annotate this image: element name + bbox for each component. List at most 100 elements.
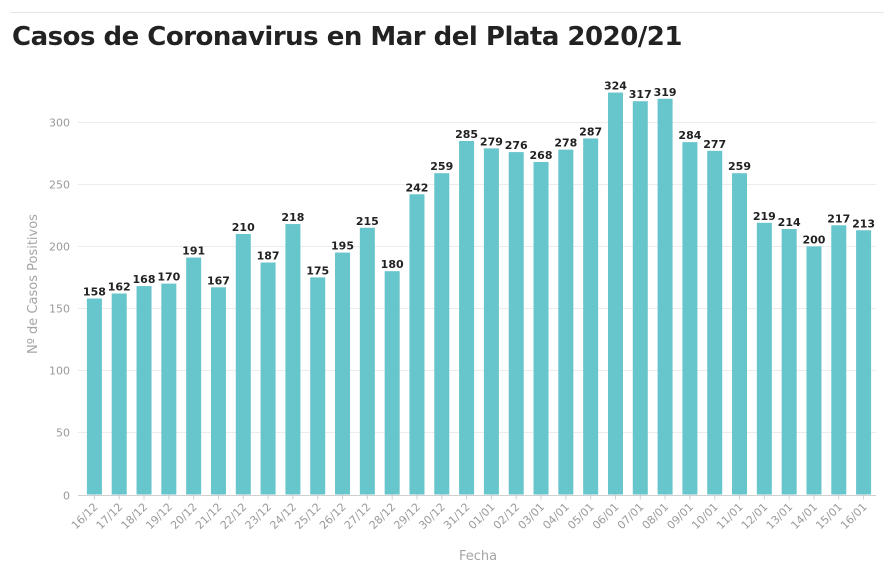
x-tick-label: 18/12 <box>119 500 151 532</box>
bar-value-label: 170 <box>157 271 180 284</box>
bar-value-label: 287 <box>579 125 602 138</box>
bar <box>210 287 226 495</box>
x-tick-label: 22/12 <box>218 500 250 532</box>
bar <box>335 252 351 495</box>
bar-value-label: 180 <box>381 258 404 271</box>
chart-title: Casos de Coronavirus en Mar del Plata 20… <box>12 22 682 52</box>
bar <box>359 227 375 495</box>
bar-value-label: 242 <box>405 181 428 194</box>
bar <box>434 173 450 495</box>
bar <box>558 149 574 495</box>
bar-value-label: 285 <box>455 128 478 141</box>
bar-value-label: 162 <box>108 281 131 294</box>
bar <box>384 271 400 495</box>
x-tick-label: 12/01 <box>739 500 771 532</box>
bar-value-label: 259 <box>728 160 751 173</box>
x-tick-label: 09/01 <box>664 500 696 532</box>
bar <box>483 148 499 495</box>
bar <box>285 224 301 495</box>
x-tick-label: 07/01 <box>615 500 647 532</box>
y-axis-title: Nº de Casos Positivos <box>26 214 41 354</box>
bar <box>632 101 648 495</box>
x-tick-label: 26/12 <box>317 500 349 532</box>
bar <box>682 142 698 495</box>
x-tick-label: 30/12 <box>416 500 448 532</box>
x-tick-label: 17/12 <box>94 500 126 532</box>
bar-value-label: 218 <box>281 211 304 224</box>
x-tick-label: 29/12 <box>391 500 423 532</box>
bar-value-label: 195 <box>331 240 354 253</box>
bar-value-label: 259 <box>430 160 453 173</box>
x-tick-label: 25/12 <box>292 500 324 532</box>
x-tick-label: 06/01 <box>590 500 622 532</box>
bar-value-label: 284 <box>678 129 701 142</box>
x-tick-label: 21/12 <box>193 500 225 532</box>
bar-value-label: 158 <box>83 285 106 298</box>
bar <box>161 283 177 495</box>
x-tick-label: 13/01 <box>764 500 796 532</box>
x-tick-label: 04/01 <box>540 500 572 532</box>
y-tick-label: 0 <box>63 490 70 503</box>
bar-value-label: 219 <box>753 210 776 223</box>
bar-value-label: 268 <box>530 149 553 162</box>
x-tick-label: 11/01 <box>714 500 746 532</box>
top-divider <box>10 12 884 13</box>
x-axis-ticks: 16/1217/1218/1219/1220/1221/1222/1223/12… <box>69 494 870 532</box>
bar <box>856 230 872 495</box>
bar <box>756 222 772 495</box>
bar <box>459 140 475 495</box>
x-tick-label: 16/01 <box>838 500 870 532</box>
bar <box>806 246 822 495</box>
y-tick-label: 200 <box>49 241 70 254</box>
bar <box>707 150 723 495</box>
bar-value-label: 217 <box>827 212 850 225</box>
x-tick-label: 20/12 <box>168 500 200 532</box>
bar <box>111 293 127 495</box>
bar-value-label: 324 <box>604 80 627 93</box>
bar <box>508 152 524 495</box>
bar <box>310 277 326 495</box>
bar <box>186 257 202 495</box>
bar-value-label: 191 <box>182 245 205 258</box>
x-tick-label: 27/12 <box>342 500 374 532</box>
y-tick-label: 50 <box>56 427 70 440</box>
bar <box>657 98 673 495</box>
x-tick-label: 01/01 <box>466 500 498 532</box>
x-axis-title: Fecha <box>459 549 497 564</box>
bar-value-label: 200 <box>802 233 825 246</box>
x-tick-label: 03/01 <box>516 500 548 532</box>
bar <box>235 233 251 495</box>
x-tick-label: 05/01 <box>565 500 597 532</box>
bar <box>409 194 425 495</box>
bar <box>732 173 748 495</box>
x-tick-label: 02/12 <box>491 500 523 532</box>
bar-value-label: 168 <box>133 273 156 286</box>
bar-value-label: 167 <box>207 274 230 287</box>
bar-value-label: 317 <box>629 88 652 101</box>
bar <box>831 225 847 495</box>
bar-value-label: 215 <box>356 215 379 228</box>
x-tick-label: 19/12 <box>143 500 175 532</box>
bar <box>781 229 797 495</box>
x-tick-label: 24/12 <box>267 500 299 532</box>
y-tick-label: 100 <box>49 365 70 378</box>
bar-value-label: 319 <box>654 86 677 99</box>
bar <box>533 162 549 495</box>
bar <box>583 138 599 495</box>
bar <box>86 298 102 495</box>
bar-value-label: 187 <box>257 250 280 263</box>
bar-value-label: 213 <box>852 217 875 230</box>
y-tick-label: 150 <box>49 303 70 316</box>
bar-value-label: 214 <box>778 216 801 229</box>
bars <box>86 92 872 495</box>
bar <box>136 286 152 495</box>
x-tick-label: 28/12 <box>367 500 399 532</box>
bar-value-label: 276 <box>505 139 528 152</box>
bar-value-label: 175 <box>306 264 329 277</box>
y-tick-label: 250 <box>49 179 70 192</box>
y-axis-ticks: 0 50 100 150 200 250 300 <box>49 117 70 503</box>
x-tick-label: 10/01 <box>689 500 721 532</box>
x-tick-label: 16/12 <box>69 500 101 532</box>
